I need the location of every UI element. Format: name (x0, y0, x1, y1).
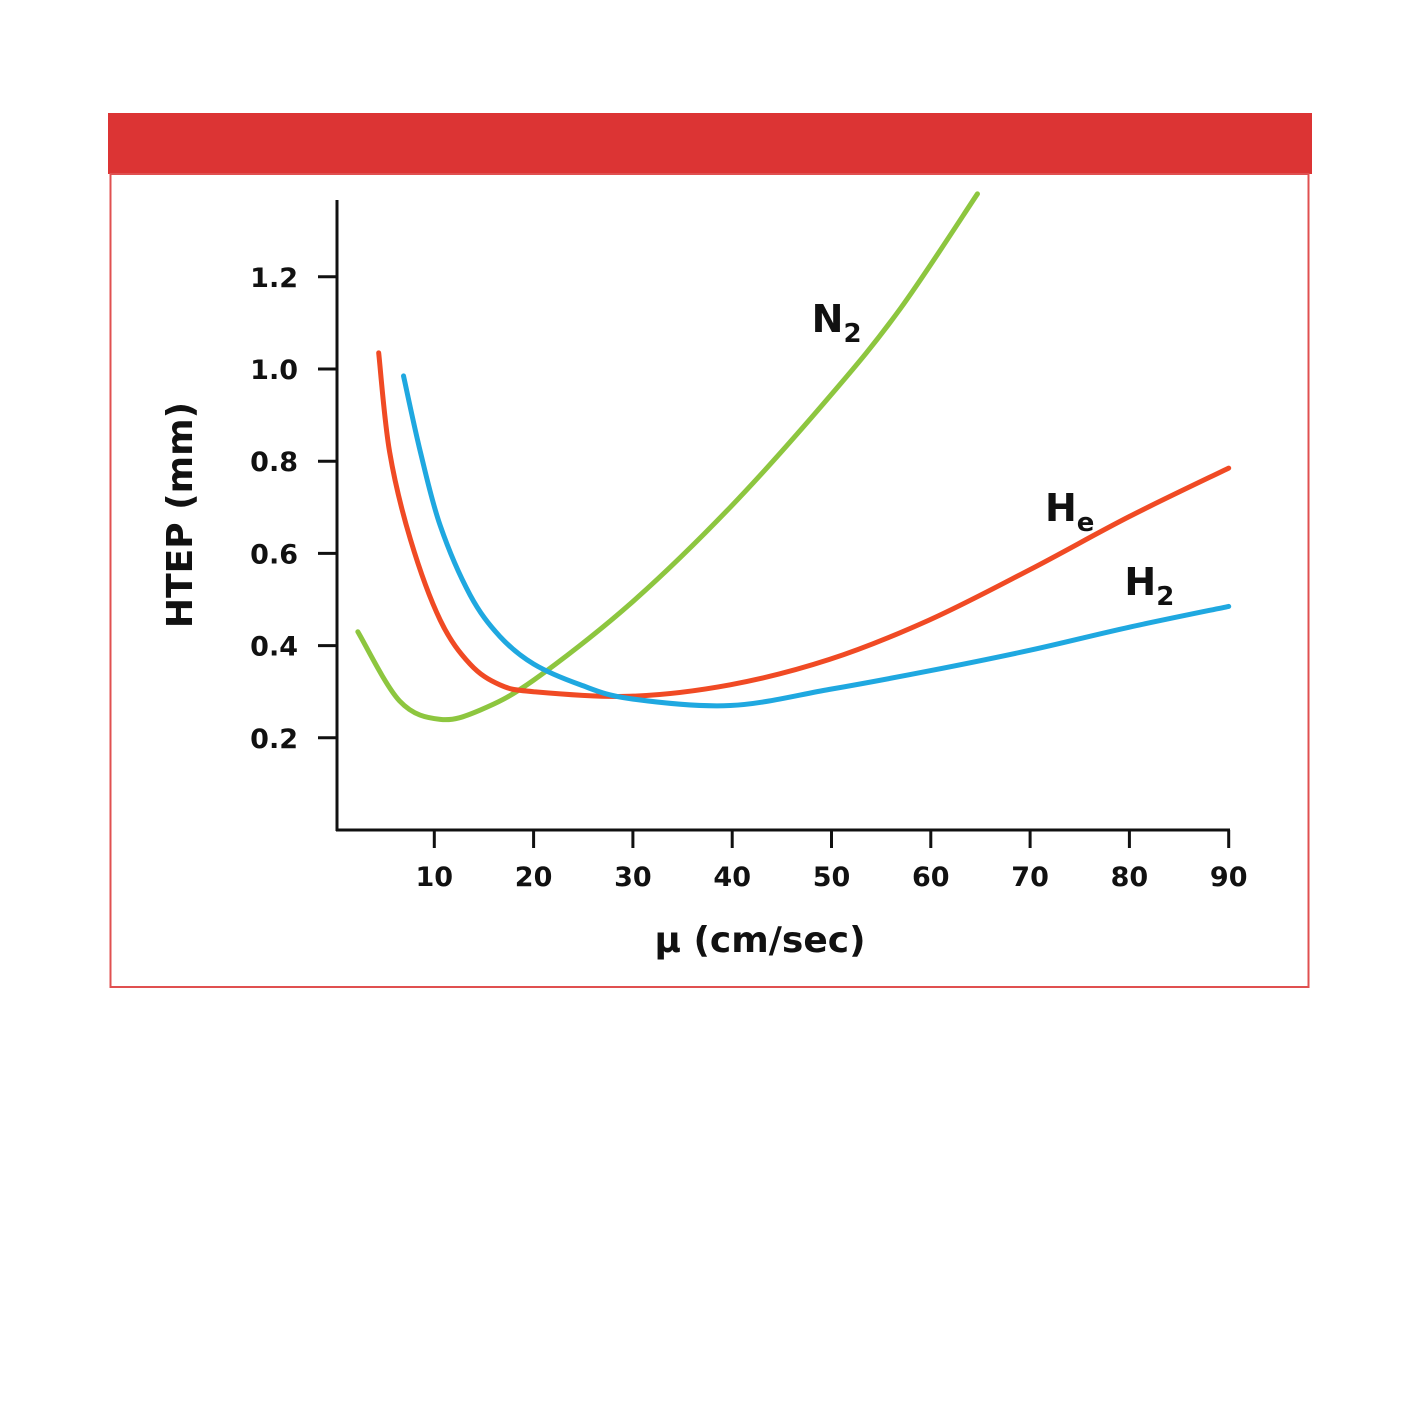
x-tick-label: 60 (912, 862, 950, 893)
annotations: N2 He H2 (812, 297, 1175, 612)
y-tick-label: 1.2 (250, 263, 298, 294)
chart-frame (109, 173, 1310, 988)
series-he-label: He (1045, 486, 1094, 538)
series-n2-label: N2 (812, 297, 862, 349)
series-n2-line (355, 191, 980, 723)
x-tick-label: 50 (813, 862, 851, 893)
axes: 0.2 0.4 0.6 0.8 1.0 1.2 10 20 30 40 50 60 70 80 90 (250, 200, 1247, 893)
y-tick-label: 0.6 (250, 539, 298, 570)
x-tick-label: 10 (416, 862, 454, 893)
x-tick-label: 90 (1210, 862, 1248, 893)
x-tick-label: 30 (614, 862, 652, 893)
curves (355, 191, 1232, 723)
y-tick-label: 0.8 (250, 447, 298, 478)
y-tick-label: 0.4 (250, 632, 298, 663)
x-tick-label: 70 (1011, 862, 1049, 893)
series-h2-label: H2 (1124, 560, 1174, 612)
x-axis-label: μ (cm/sec) (654, 920, 865, 961)
y-axis-label: HTEP (mm) (160, 402, 201, 628)
x-tick-label: 40 (713, 862, 751, 893)
x-tick-label: 80 (1111, 862, 1149, 893)
y-tick-label: 0.2 (250, 724, 298, 755)
header-bar (108, 113, 1312, 174)
y-tick-label: 1.0 (250, 355, 298, 386)
series-h2-line (401, 373, 1232, 709)
x-tick-label: 20 (515, 862, 553, 893)
